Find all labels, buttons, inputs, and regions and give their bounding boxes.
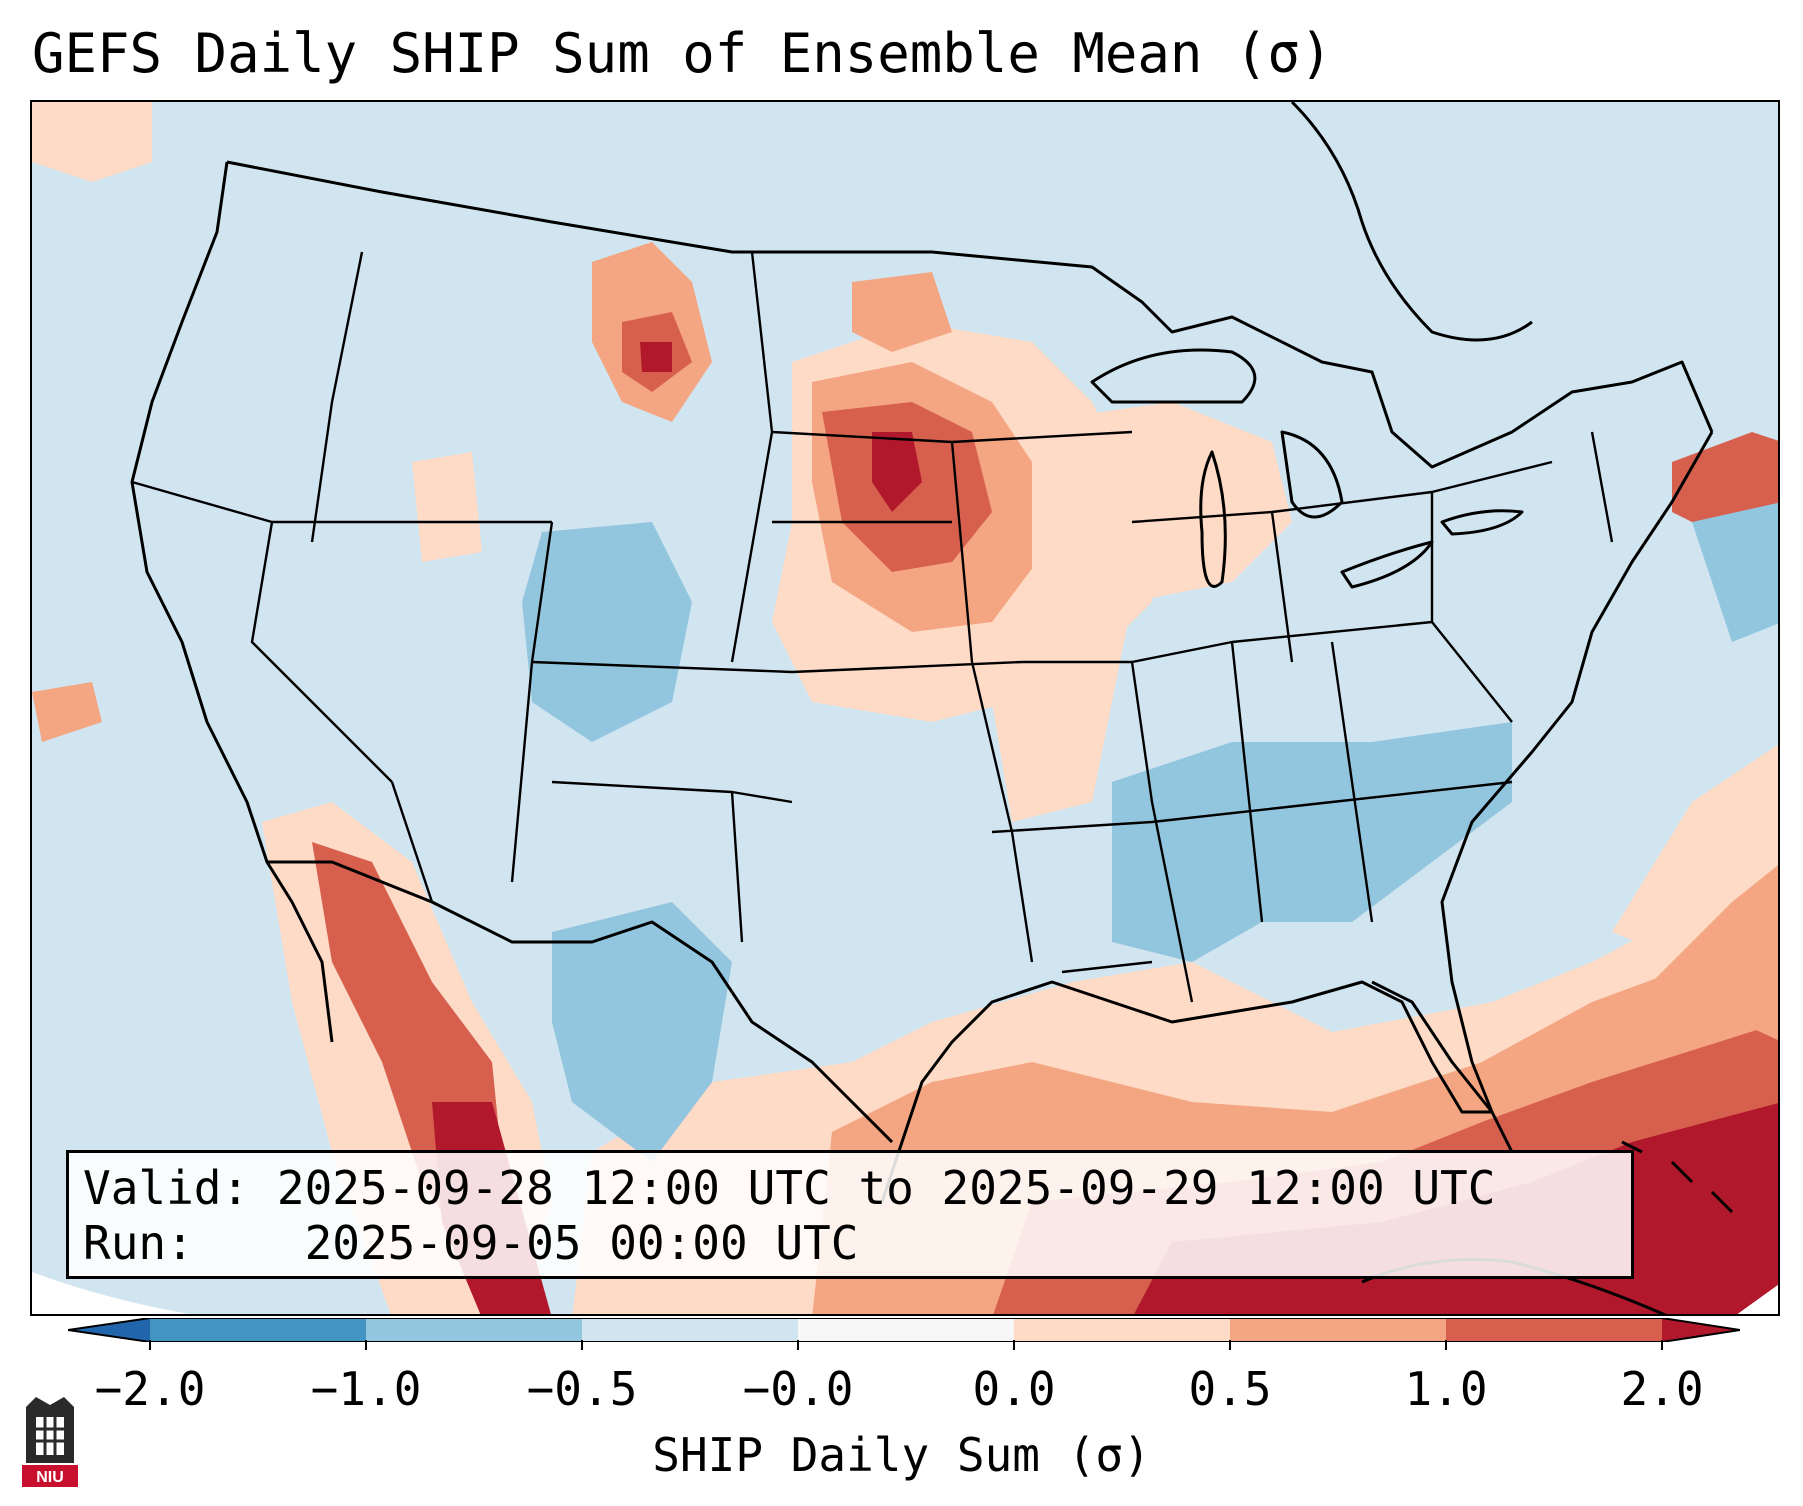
colorbar-tick-mark — [1229, 1340, 1231, 1350]
colorbar-bin-4 — [798, 1318, 1014, 1342]
colorbar-tick-label: 1.0 — [1404, 1362, 1488, 1416]
colorbar-tick-mark — [1013, 1340, 1015, 1350]
colorbar-tick-mark — [149, 1340, 151, 1350]
colorbar-over-arrow — [1662, 1318, 1740, 1342]
colorbar-bin-3 — [582, 1318, 798, 1342]
colorbar-tick-label: −0.5 — [526, 1362, 638, 1416]
atlantic-gulf-coast — [880, 431, 1714, 1203]
colorbar-tick-label: −2.0 — [94, 1362, 206, 1416]
lake-superior — [1090, 348, 1257, 404]
colorbar-under-arrow — [68, 1318, 150, 1342]
pacific-coast — [130, 161, 334, 1043]
colorbar-bin-2 — [366, 1318, 582, 1342]
lake-ontario — [1440, 509, 1524, 536]
valid-label: Valid: — [83, 1161, 250, 1215]
florida-coast — [1371, 980, 1514, 1153]
logo-window-grid — [36, 1417, 64, 1455]
run-label: Run: — [83, 1216, 194, 1270]
colorbar-tick-mark — [365, 1340, 367, 1350]
colorbar-bin-6 — [1230, 1318, 1446, 1342]
southeast-cool-patch — [1112, 722, 1512, 962]
colorbar-bin-1 — [150, 1318, 366, 1342]
saskatchewan-patch — [852, 272, 952, 352]
state-lines — [131, 251, 1614, 1003]
plains-max-patch — [872, 432, 922, 512]
utah-light-patch — [412, 452, 482, 562]
map-panel — [30, 100, 1780, 1316]
lake-michigan — [1199, 450, 1227, 588]
niu-logo: NIU — [22, 1397, 78, 1487]
logo-window — [36, 1417, 64, 1455]
colorbar — [68, 1318, 1740, 1342]
us-mexico-border — [267, 860, 894, 1144]
colorbar-bin-7 — [1446, 1318, 1662, 1342]
colorbar-tick-label: 2.0 — [1620, 1362, 1704, 1416]
no-data-corner-east — [1737, 1284, 1778, 1314]
colorbar-tick-mark — [797, 1340, 799, 1350]
pacific-nw-patch — [32, 102, 152, 182]
colorbar-tick-label: −1.0 — [310, 1362, 422, 1416]
colorbar-bin-5 — [1014, 1318, 1230, 1342]
map-title: GEFS Daily SHIP Sum of Ensemble Mean (σ) — [32, 22, 1333, 85]
ship-field-map — [32, 102, 1778, 1314]
colorbar-label: SHIP Daily Sum (σ) — [652, 1428, 1151, 1482]
no-data-corner — [32, 1272, 189, 1314]
lake-huron — [1280, 430, 1344, 519]
hudson-bay-coast — [1290, 102, 1533, 342]
bahamas — [1621, 1140, 1734, 1214]
colorbar-tick-label: −0.0 — [742, 1362, 854, 1416]
run-time: 2025-09-05 00:00 UTC — [304, 1216, 859, 1270]
atlantic-cool-patch — [1692, 502, 1778, 642]
colorbar-tick-mark — [1445, 1340, 1447, 1350]
valid-time: 2025-09-28 12:00 UTC to 2025-09-29 12:00… — [276, 1161, 1496, 1215]
west-texas-cool-patch — [552, 902, 732, 1162]
midwest-light-patch — [992, 402, 1292, 822]
alberta-max-patch — [640, 342, 672, 372]
atlantic-strong-patch — [1652, 865, 1778, 1041]
pacific-west-patch — [32, 682, 102, 742]
valid-run-infobox: Valid: 2025-09-28 12:00 UTC to 2025-09-2… — [66, 1150, 1634, 1279]
colorbar-tick-label: 0.5 — [1188, 1362, 1272, 1416]
colorbar-tick-mark — [581, 1340, 583, 1350]
logo-badge — [22, 1465, 78, 1487]
colorado-cool-patch — [522, 522, 692, 742]
logo-text: NIU — [36, 1469, 64, 1486]
boundaries — [130, 102, 1734, 1314]
lake-erie — [1340, 540, 1434, 589]
colorbar-tick-mark — [1661, 1340, 1663, 1350]
us-canada-border — [226, 160, 1714, 469]
colorbar-tick-label: 0.0 — [972, 1362, 1056, 1416]
